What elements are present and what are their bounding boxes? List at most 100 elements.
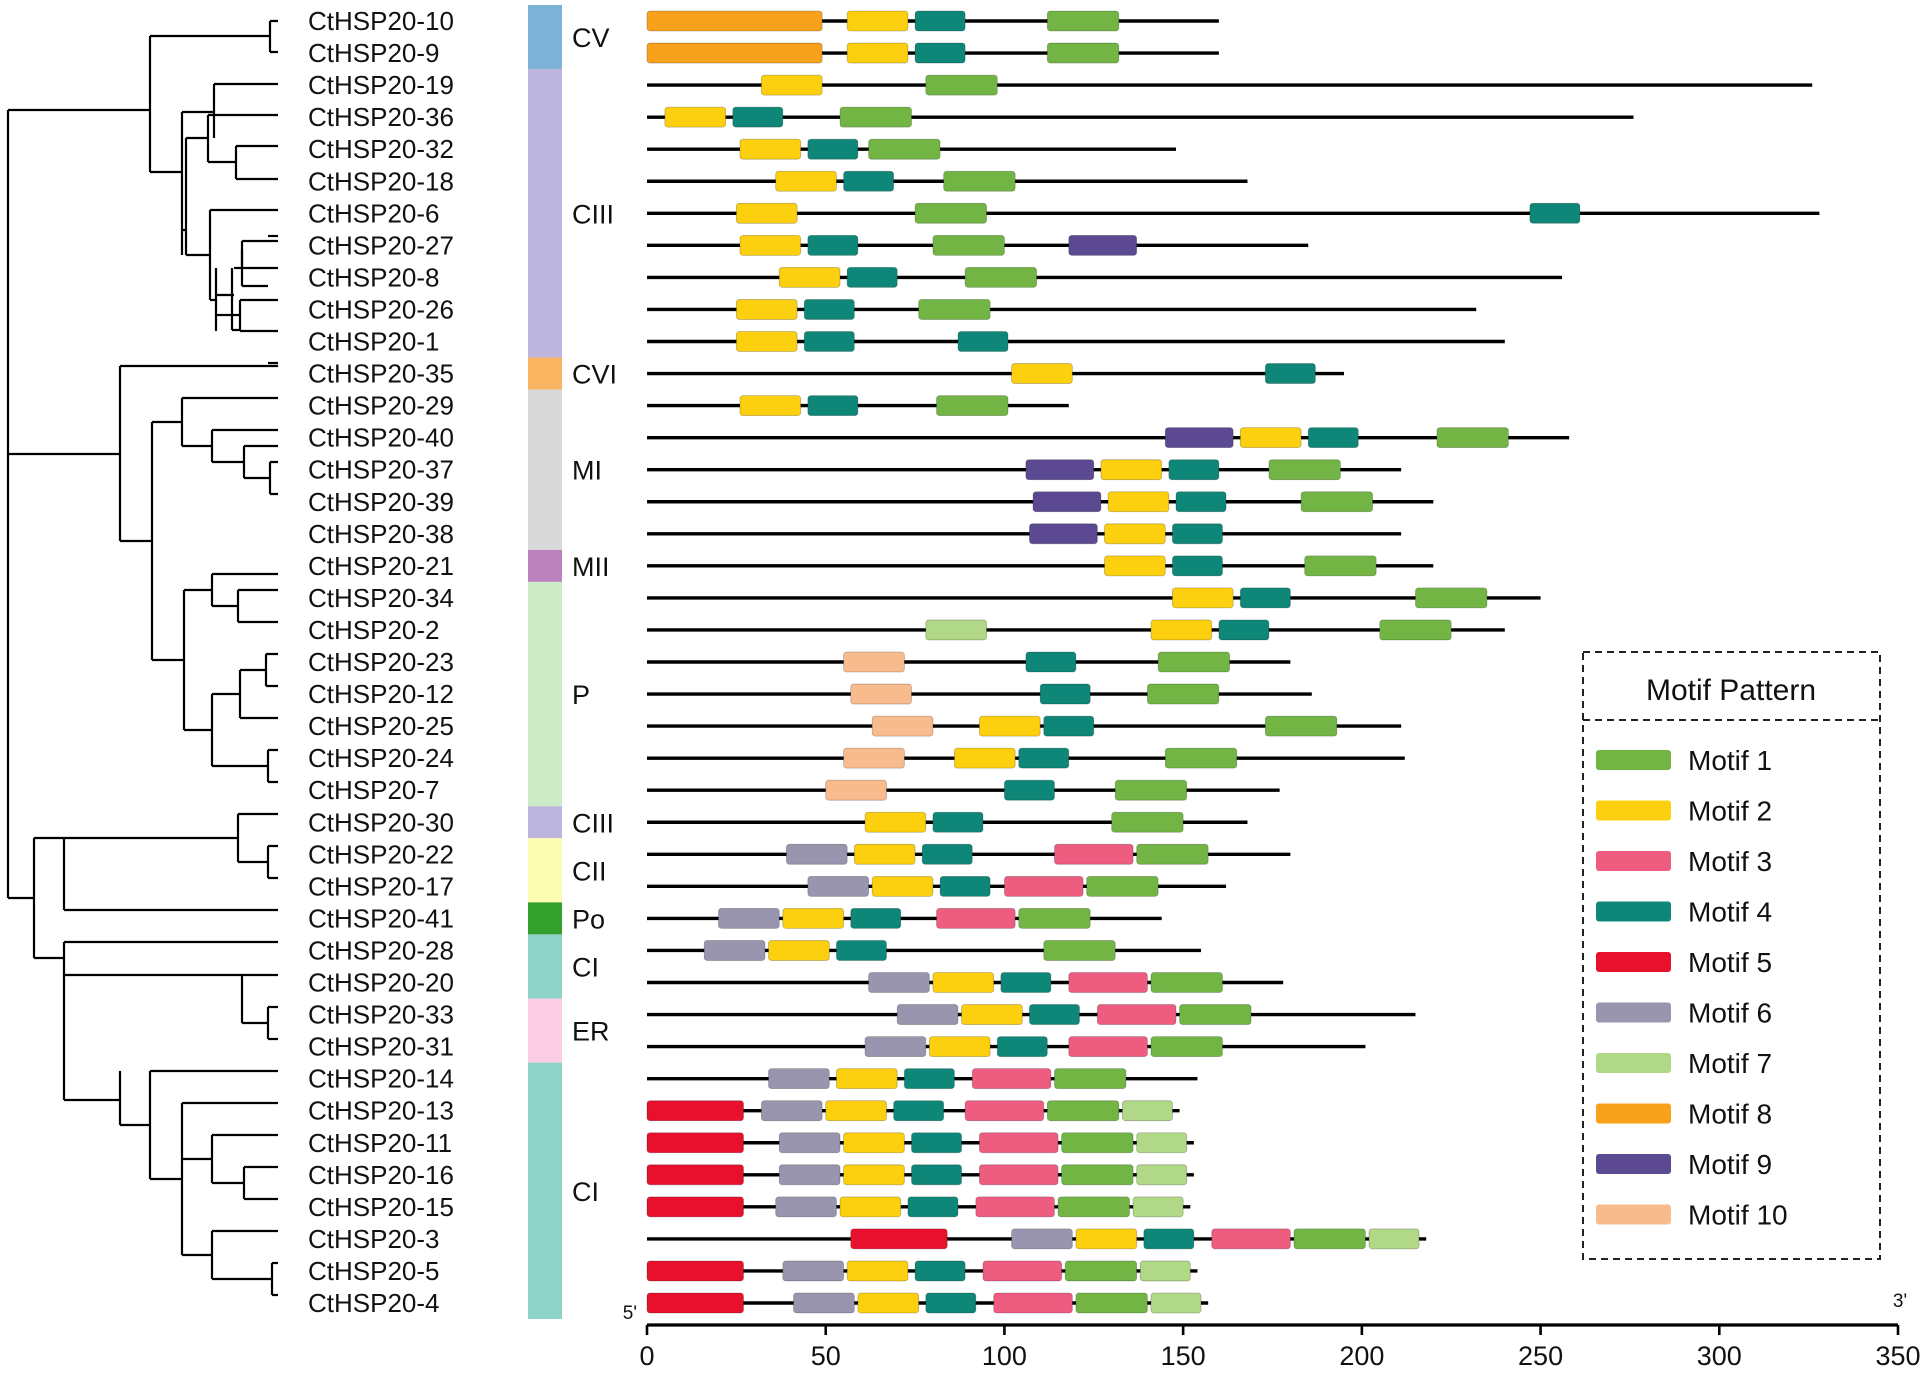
subfamily-bar — [528, 581, 562, 807]
motif-3-box — [979, 1132, 1059, 1154]
x-axis: 0 50 100 150 200 250 300 350 5' 3' — [623, 1291, 1921, 1371]
motif-4-box — [914, 1260, 966, 1282]
motif-2-box — [1172, 587, 1234, 609]
motif-2-box — [839, 1196, 902, 1218]
gene-track — [647, 138, 1176, 160]
motif-1-box — [1064, 1260, 1138, 1282]
motif-9-box — [1032, 491, 1102, 513]
gene-label: CtHSP20-14 — [308, 1064, 454, 1094]
subfamily-label: CI — [572, 952, 599, 982]
motif-4-box — [1039, 683, 1091, 705]
gene-label: CtHSP20-10 — [308, 6, 454, 36]
motif-3-box — [982, 1260, 1063, 1282]
motif-2-box — [1104, 555, 1166, 577]
gene-track — [647, 234, 1309, 256]
motif-5-box — [646, 1164, 744, 1186]
motif-5-box — [646, 1292, 744, 1314]
motif-4-box — [911, 1132, 962, 1154]
motif-2-box — [735, 331, 798, 352]
gene-label: CtHSP20-26 — [308, 294, 454, 324]
motif-1-box — [1054, 1068, 1127, 1090]
motif-5-box — [646, 1100, 744, 1122]
motif-6-box — [782, 1260, 844, 1282]
gene-track — [647, 1228, 1427, 1250]
legend-swatch — [1596, 1204, 1671, 1225]
motif-4-box — [850, 908, 902, 929]
subfamily-bar — [528, 902, 562, 935]
motif-2-box — [836, 1068, 898, 1090]
motif-8-box — [646, 10, 823, 32]
motif-2-box — [846, 1260, 909, 1282]
motif-6-box — [778, 1132, 841, 1154]
gene-track — [647, 811, 1248, 833]
motif-6-box — [703, 940, 766, 961]
legend-swatch — [1596, 851, 1671, 871]
motif-2-box — [853, 843, 916, 865]
motif-2-box — [843, 1132, 905, 1154]
gene-label: CtHSP20-41 — [308, 903, 454, 933]
motif-2-box — [961, 1004, 1023, 1025]
gene-track — [646, 1100, 1180, 1122]
legend-swatch — [1596, 1154, 1671, 1174]
gene-label: CtHSP20-40 — [308, 423, 454, 453]
subfamily-bar — [528, 549, 562, 582]
motif-4-box — [1004, 779, 1055, 801]
motif-6-box — [775, 1196, 837, 1218]
motif-3-box — [1211, 1228, 1291, 1250]
motif-10-box — [843, 747, 905, 769]
motif-3-box — [936, 908, 1016, 929]
motif-6-box — [896, 1004, 959, 1025]
motif-3-box — [971, 1068, 1052, 1090]
motif-4-box — [939, 875, 991, 897]
gene-track — [646, 1164, 1194, 1186]
motif-4-box — [846, 266, 898, 288]
motif-6-box — [1011, 1228, 1073, 1250]
gene-track — [647, 74, 1813, 96]
gene-label: CtHSP20-27 — [308, 230, 454, 260]
subfamily-label: ER — [572, 1017, 610, 1047]
gene-track — [647, 266, 1563, 288]
gene-label: CtHSP20-2 — [308, 615, 440, 645]
motif-1-box — [1264, 715, 1338, 737]
gene-track — [647, 459, 1402, 481]
axis-tick-label: 300 — [1697, 1341, 1742, 1371]
subfamily-label: MI — [572, 456, 602, 486]
motif-6-box — [760, 1100, 823, 1122]
motif-6-box — [785, 843, 848, 865]
motif-4-box — [1029, 1004, 1080, 1025]
legend-label: Motif 2 — [1688, 796, 1772, 827]
gene-label: CtHSP20-6 — [308, 198, 440, 228]
motif-2-box — [928, 1036, 991, 1057]
motif-1-box — [914, 202, 987, 224]
motif-tracks — [646, 10, 1820, 1314]
gene-label: CtHSP20-3 — [308, 1224, 440, 1254]
motif-9-box — [1068, 234, 1138, 256]
motif-4-box — [1168, 459, 1220, 481]
gene-label: CtHSP20-12 — [308, 679, 454, 709]
motif-1-box — [1061, 1132, 1134, 1154]
gene-label: CtHSP20-15 — [308, 1192, 454, 1222]
motif-3-box — [1068, 1036, 1148, 1057]
motif-6-box — [718, 908, 780, 929]
gene-track — [647, 491, 1434, 513]
motif-2-box — [739, 395, 802, 417]
legend-swatch — [1596, 750, 1671, 770]
gene-track — [646, 1260, 1198, 1282]
motif-4-box — [1000, 972, 1052, 993]
legend-label: Motif 7 — [1688, 1048, 1772, 1079]
subfamily-label: CI — [572, 1177, 599, 1207]
gene-label: CtHSP20-21 — [308, 551, 454, 581]
legend-label: Motif 4 — [1688, 897, 1772, 928]
gene-label: CtHSP20-28 — [308, 935, 454, 965]
motif-1-box — [1046, 10, 1120, 32]
motif-4-box — [925, 1292, 977, 1314]
motif-8-box — [646, 42, 823, 64]
axis-tick-label: 200 — [1339, 1341, 1384, 1371]
motif-1-box — [1046, 42, 1120, 64]
gene-label: CtHSP20-9 — [308, 38, 440, 68]
gene-label: CtHSP20-19 — [308, 70, 454, 100]
motif-1-box — [1164, 747, 1238, 769]
gene-labels: CtHSP20-10CtHSP20-9CtHSP20-19CtHSP20-36C… — [308, 6, 454, 1318]
gene-label: CtHSP20-29 — [308, 391, 454, 421]
gene-track — [647, 779, 1280, 801]
